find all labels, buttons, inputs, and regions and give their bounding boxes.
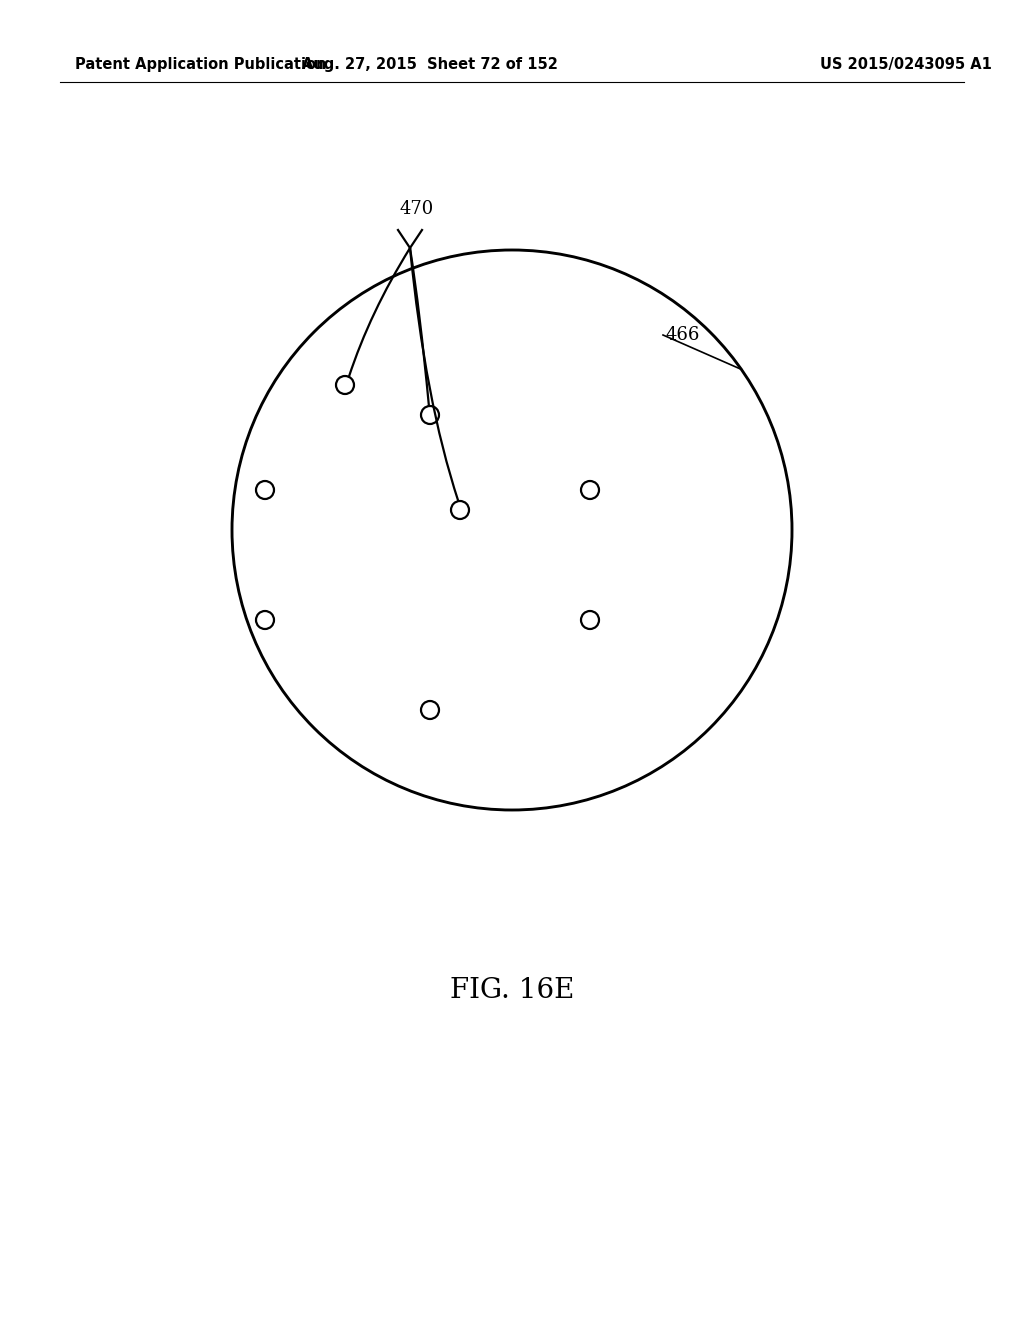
Text: Aug. 27, 2015  Sheet 72 of 152: Aug. 27, 2015 Sheet 72 of 152	[302, 58, 558, 73]
Text: FIG. 16E: FIG. 16E	[450, 977, 574, 1003]
Text: Patent Application Publication: Patent Application Publication	[75, 58, 327, 73]
Text: US 2015/0243095 A1: US 2015/0243095 A1	[820, 58, 992, 73]
Text: 470: 470	[400, 201, 434, 218]
Text: 466: 466	[665, 326, 699, 345]
